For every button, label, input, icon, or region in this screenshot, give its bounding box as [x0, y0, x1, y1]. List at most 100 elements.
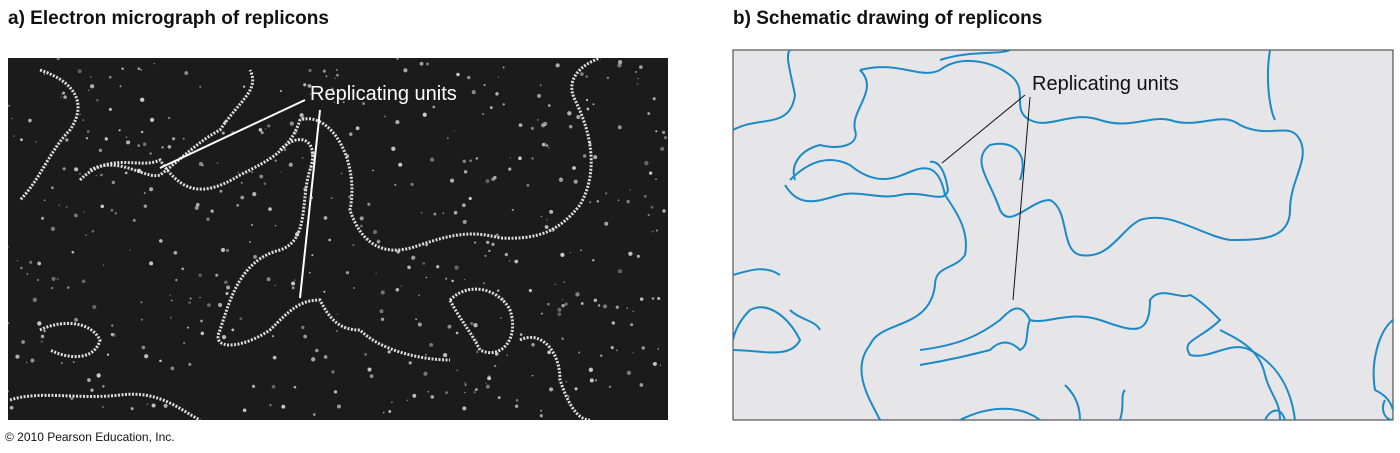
speck — [309, 93, 312, 95]
speck — [28, 118, 32, 123]
speck — [195, 202, 200, 207]
speck — [580, 249, 582, 252]
speck — [144, 354, 149, 359]
speck — [11, 117, 13, 120]
speck — [137, 67, 141, 71]
speck — [482, 113, 484, 115]
speck — [608, 385, 612, 389]
speck — [92, 304, 97, 310]
speck — [100, 173, 103, 177]
speck — [78, 172, 81, 175]
speck — [493, 175, 497, 180]
speck — [56, 58, 60, 61]
speck — [596, 200, 600, 203]
speck — [615, 349, 618, 352]
speck — [419, 61, 424, 66]
speck — [291, 281, 296, 286]
pointer-lines — [941, 94, 1031, 301]
speck — [108, 107, 112, 111]
speck — [240, 181, 243, 184]
speck — [281, 404, 286, 409]
speck — [429, 343, 434, 347]
speck — [647, 213, 650, 217]
speck — [359, 224, 363, 228]
speck — [37, 321, 42, 326]
speck — [362, 102, 366, 106]
speck — [82, 119, 85, 122]
speck — [13, 135, 15, 137]
speck — [8, 390, 10, 393]
speck — [266, 277, 271, 282]
speck — [564, 302, 568, 306]
speck — [443, 94, 446, 96]
speck — [159, 239, 163, 243]
speck — [487, 376, 492, 381]
speck — [146, 403, 149, 405]
speck — [626, 307, 629, 310]
speck — [398, 162, 403, 167]
strand — [939, 50, 1276, 121]
speck — [530, 126, 534, 130]
speck — [170, 366, 175, 371]
speck — [588, 367, 594, 373]
speck — [417, 322, 422, 327]
speck — [315, 348, 319, 353]
speck — [83, 211, 86, 213]
speck — [637, 77, 639, 80]
speck — [456, 72, 460, 77]
speck — [323, 290, 326, 293]
speck — [518, 123, 523, 128]
speck — [453, 211, 458, 215]
speck — [415, 318, 417, 321]
speck — [380, 290, 385, 295]
speck — [395, 288, 400, 292]
speck — [655, 130, 658, 133]
speck — [271, 334, 275, 338]
speck — [650, 205, 654, 209]
speck — [540, 409, 542, 412]
speck — [182, 137, 185, 140]
strand — [448, 287, 591, 420]
speck — [215, 273, 219, 277]
speck — [16, 260, 19, 262]
speck — [411, 255, 416, 260]
speck — [376, 239, 381, 244]
speck — [433, 212, 437, 216]
speck — [111, 333, 116, 337]
speck — [580, 72, 584, 76]
speck — [585, 75, 588, 78]
speck — [632, 352, 634, 354]
speck — [454, 265, 459, 270]
speck — [225, 248, 230, 253]
speck — [604, 221, 609, 226]
speck — [77, 69, 82, 74]
speck — [239, 317, 243, 321]
speck — [85, 137, 89, 140]
speck — [628, 251, 633, 256]
speck — [639, 297, 644, 301]
speck — [274, 225, 277, 227]
speck — [293, 385, 297, 389]
speck — [74, 317, 78, 322]
speck — [32, 297, 38, 302]
speck — [143, 192, 146, 194]
speck — [485, 382, 487, 384]
speck — [375, 272, 377, 274]
strand — [959, 384, 1126, 420]
speck — [40, 334, 45, 339]
speck — [311, 254, 314, 257]
speck — [485, 384, 490, 389]
speck — [170, 299, 173, 302]
speck — [651, 230, 654, 233]
speck — [58, 204, 61, 207]
speck — [60, 361, 63, 365]
speck — [51, 186, 54, 190]
speck — [464, 382, 467, 384]
speck — [655, 178, 657, 181]
speck — [121, 67, 124, 70]
speck — [149, 152, 152, 155]
speck — [265, 128, 267, 130]
speck — [189, 297, 192, 300]
speck — [617, 199, 620, 202]
schematic — [732, 49, 1394, 421]
